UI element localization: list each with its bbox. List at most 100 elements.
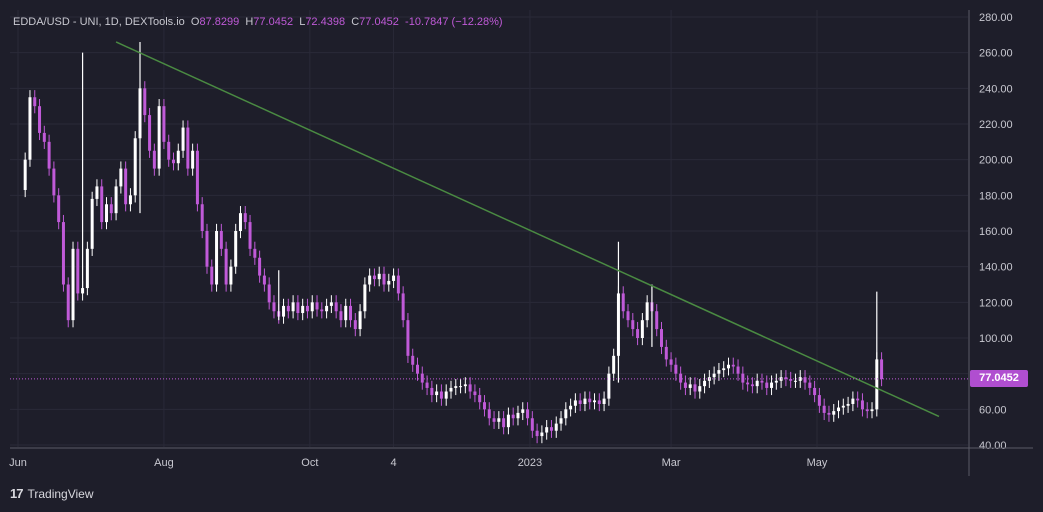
candle-body — [325, 305, 329, 312]
candle-body — [406, 320, 410, 356]
candle-body — [593, 400, 597, 403]
candle-body — [789, 379, 793, 381]
candle-body — [674, 364, 678, 374]
candle-body — [655, 311, 659, 330]
candle-body — [573, 400, 577, 406]
candle-body — [267, 284, 271, 303]
candle-body — [353, 320, 357, 330]
candle-body — [42, 132, 46, 142]
candle-body — [387, 280, 391, 285]
candle-body — [205, 231, 209, 267]
candle-body — [880, 359, 884, 380]
candle-body — [148, 115, 152, 151]
y-tick-label: 200.00 — [979, 155, 1013, 167]
candle-body — [813, 387, 817, 396]
legend-close: 77.0452 — [359, 16, 399, 28]
candle-body — [559, 418, 563, 424]
candle-body — [291, 302, 295, 312]
candle-body — [143, 88, 147, 116]
candle-body — [482, 402, 486, 410]
candle-body — [832, 411, 836, 415]
symbol-legend: EDDA/USD - UNI, 1D, DEXTools.io O87.8299… — [13, 16, 503, 28]
candle-body — [454, 386, 458, 388]
candle-body — [248, 222, 252, 249]
candle-body — [71, 248, 75, 321]
candle-body — [296, 302, 300, 314]
candle-body — [415, 364, 419, 374]
candle-body — [736, 366, 740, 374]
candle-body — [200, 204, 204, 231]
candle-body — [195, 150, 199, 205]
candle-body — [253, 248, 257, 258]
candle-body — [377, 273, 381, 280]
y-tick-label: 260.00 — [979, 48, 1013, 60]
candle-body — [171, 159, 175, 164]
candle-body — [535, 430, 539, 437]
y-tick-label: 140.00 — [979, 262, 1013, 274]
legend-pair: EDDA/USD - UNI, 1D, DEXTools.io — [13, 16, 185, 28]
candle-body — [181, 127, 185, 151]
candle-body — [564, 409, 568, 419]
candle-body — [66, 284, 70, 321]
candle-body — [530, 418, 534, 431]
candle-body — [210, 266, 214, 285]
candle-body — [339, 311, 343, 321]
y-tick-label: 40.00 — [979, 440, 1007, 452]
candle-body — [57, 195, 61, 223]
candle-body — [502, 418, 506, 428]
candle-body — [726, 364, 730, 369]
candle-body — [703, 380, 707, 387]
candle-body — [396, 275, 400, 294]
candle-body — [411, 355, 415, 365]
candle-body — [368, 275, 372, 285]
candle-body — [234, 231, 238, 267]
candle-body — [449, 387, 453, 392]
y-tick-label: 180.00 — [979, 190, 1013, 202]
branding[interactable]: 17 TradingView — [10, 486, 94, 501]
candle-body — [162, 106, 166, 142]
x-tick-label: Oct — [301, 457, 318, 469]
candle-body — [286, 305, 290, 312]
candle-body — [23, 159, 27, 190]
candle-body — [473, 391, 477, 396]
candle-body — [731, 364, 735, 367]
candle-body — [282, 305, 286, 317]
y-tick-label: 220.00 — [979, 119, 1013, 131]
candle-body — [85, 248, 89, 289]
candle-body — [258, 257, 262, 276]
candle-body — [506, 414, 510, 428]
candle-body — [76, 248, 80, 294]
candle-body — [124, 168, 128, 205]
candle-body — [119, 168, 123, 187]
candle-body — [439, 391, 443, 399]
candle-body — [176, 150, 180, 164]
candle-body — [487, 409, 491, 419]
y-tick-label: 60.00 — [979, 404, 1007, 416]
candle-body — [372, 275, 376, 280]
legend-high-label: H — [245, 16, 254, 28]
candle-body — [243, 213, 247, 223]
branding-name: TradingView — [27, 486, 94, 501]
candle-body — [683, 382, 687, 388]
candle-body — [95, 186, 99, 199]
candle-body — [664, 346, 668, 360]
candle-body — [750, 384, 754, 387]
candle-body — [401, 293, 405, 321]
candle-body — [865, 409, 869, 412]
candle-body — [741, 373, 745, 383]
candle-body — [305, 305, 309, 312]
candle-body — [841, 405, 845, 408]
legend-high: 77.0452 — [253, 16, 294, 28]
candle-body — [712, 373, 716, 378]
y-tick-label: 280.00 — [979, 12, 1013, 24]
legend-open-label: O — [190, 16, 200, 28]
candle-body — [607, 373, 611, 399]
x-tick-label: Mar — [662, 457, 681, 469]
last-price-tag: 77.0452 — [970, 370, 1028, 387]
candle-body — [272, 302, 276, 312]
candle-body — [344, 305, 348, 321]
candle-body — [860, 400, 864, 410]
candle-body — [803, 377, 807, 383]
